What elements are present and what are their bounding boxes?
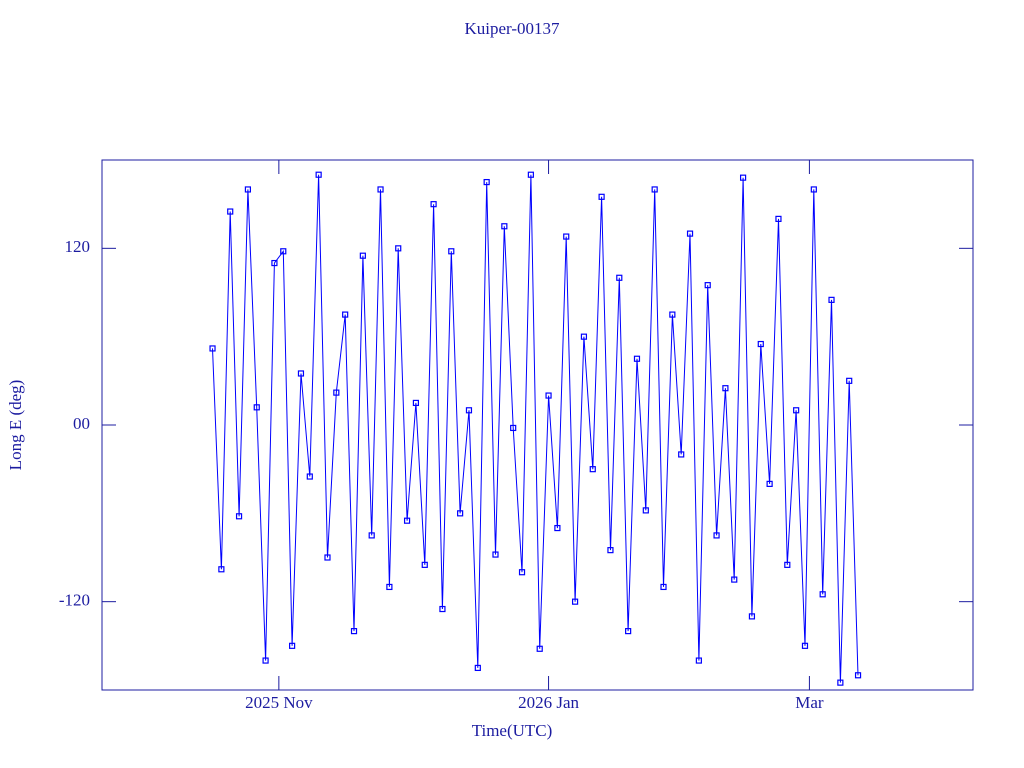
data-point — [289, 642, 296, 649]
data-point — [625, 628, 632, 635]
data-point — [403, 517, 411, 524]
data-point — [209, 345, 216, 352]
data-point — [678, 451, 685, 458]
data-point — [412, 399, 420, 407]
data-point — [695, 657, 702, 664]
data-point — [669, 311, 676, 318]
data-point — [518, 569, 526, 576]
data-point — [510, 424, 517, 432]
data-point — [271, 259, 278, 267]
data-point — [766, 480, 773, 487]
data-point — [757, 340, 764, 348]
data-point — [633, 355, 641, 362]
data-point — [483, 178, 490, 186]
data-point — [607, 547, 614, 554]
data-point — [748, 613, 756, 620]
data-point — [297, 370, 305, 377]
data-point — [784, 561, 791, 568]
data-point — [350, 628, 358, 635]
data-point — [739, 174, 747, 181]
data-point — [793, 407, 800, 414]
data-point — [589, 466, 596, 473]
data-point — [837, 679, 844, 686]
data-point — [430, 201, 437, 208]
data-point — [235, 513, 243, 520]
x-tick-label: 2026 Jan — [518, 693, 579, 712]
data-point — [846, 377, 853, 384]
data-point — [527, 171, 534, 178]
data-point — [704, 282, 711, 289]
data-point — [465, 407, 473, 414]
y-axis-label: Long E (deg) — [6, 380, 25, 471]
data-point — [536, 645, 543, 652]
y-tick-label: 120 — [65, 237, 91, 256]
data-point — [218, 566, 225, 573]
data-point — [386, 583, 393, 591]
y-tick-label: 00 — [73, 414, 90, 433]
data-point — [359, 252, 366, 259]
data-point — [616, 274, 623, 281]
data-point — [775, 215, 782, 222]
data-point — [377, 186, 384, 193]
chart-title: Kuiper-00137 — [464, 19, 560, 38]
data-point — [421, 561, 428, 568]
data-point — [253, 404, 260, 411]
data-point — [545, 392, 552, 399]
data-point — [598, 193, 605, 200]
data-point — [395, 245, 402, 252]
x-axis-label: Time(UTC) — [472, 721, 553, 740]
data-point — [810, 186, 817, 193]
data-point — [324, 554, 331, 561]
data-point — [448, 248, 455, 255]
data-point — [457, 510, 464, 517]
data-point — [368, 532, 375, 539]
x-tick-label: Mar — [795, 693, 824, 712]
data-point — [333, 389, 340, 396]
data-point — [660, 583, 667, 591]
data-point — [280, 248, 287, 255]
data-point — [642, 507, 649, 514]
data-point — [244, 186, 252, 193]
data-point — [439, 605, 446, 613]
data-point — [563, 233, 570, 240]
data-point — [828, 296, 835, 303]
data-point — [722, 385, 729, 392]
data-point — [315, 171, 322, 178]
data-point — [306, 473, 313, 480]
data-point — [801, 642, 809, 649]
data-point — [227, 208, 234, 215]
data-point — [571, 598, 579, 605]
data-point — [492, 551, 499, 558]
data-point — [854, 672, 862, 679]
data-point — [474, 664, 481, 672]
data-point — [651, 186, 658, 193]
y-tick-label: -120 — [59, 591, 90, 610]
data-point — [731, 576, 738, 583]
data-point — [554, 524, 561, 532]
data-point — [580, 333, 588, 340]
data-point — [686, 230, 694, 237]
data-line — [212, 174, 859, 683]
data-point — [713, 532, 720, 539]
data-point — [342, 311, 349, 318]
x-tick-label: 2025 Nov — [245, 693, 313, 712]
data-point — [819, 591, 826, 598]
data-point — [501, 223, 508, 230]
data-point — [262, 657, 269, 664]
